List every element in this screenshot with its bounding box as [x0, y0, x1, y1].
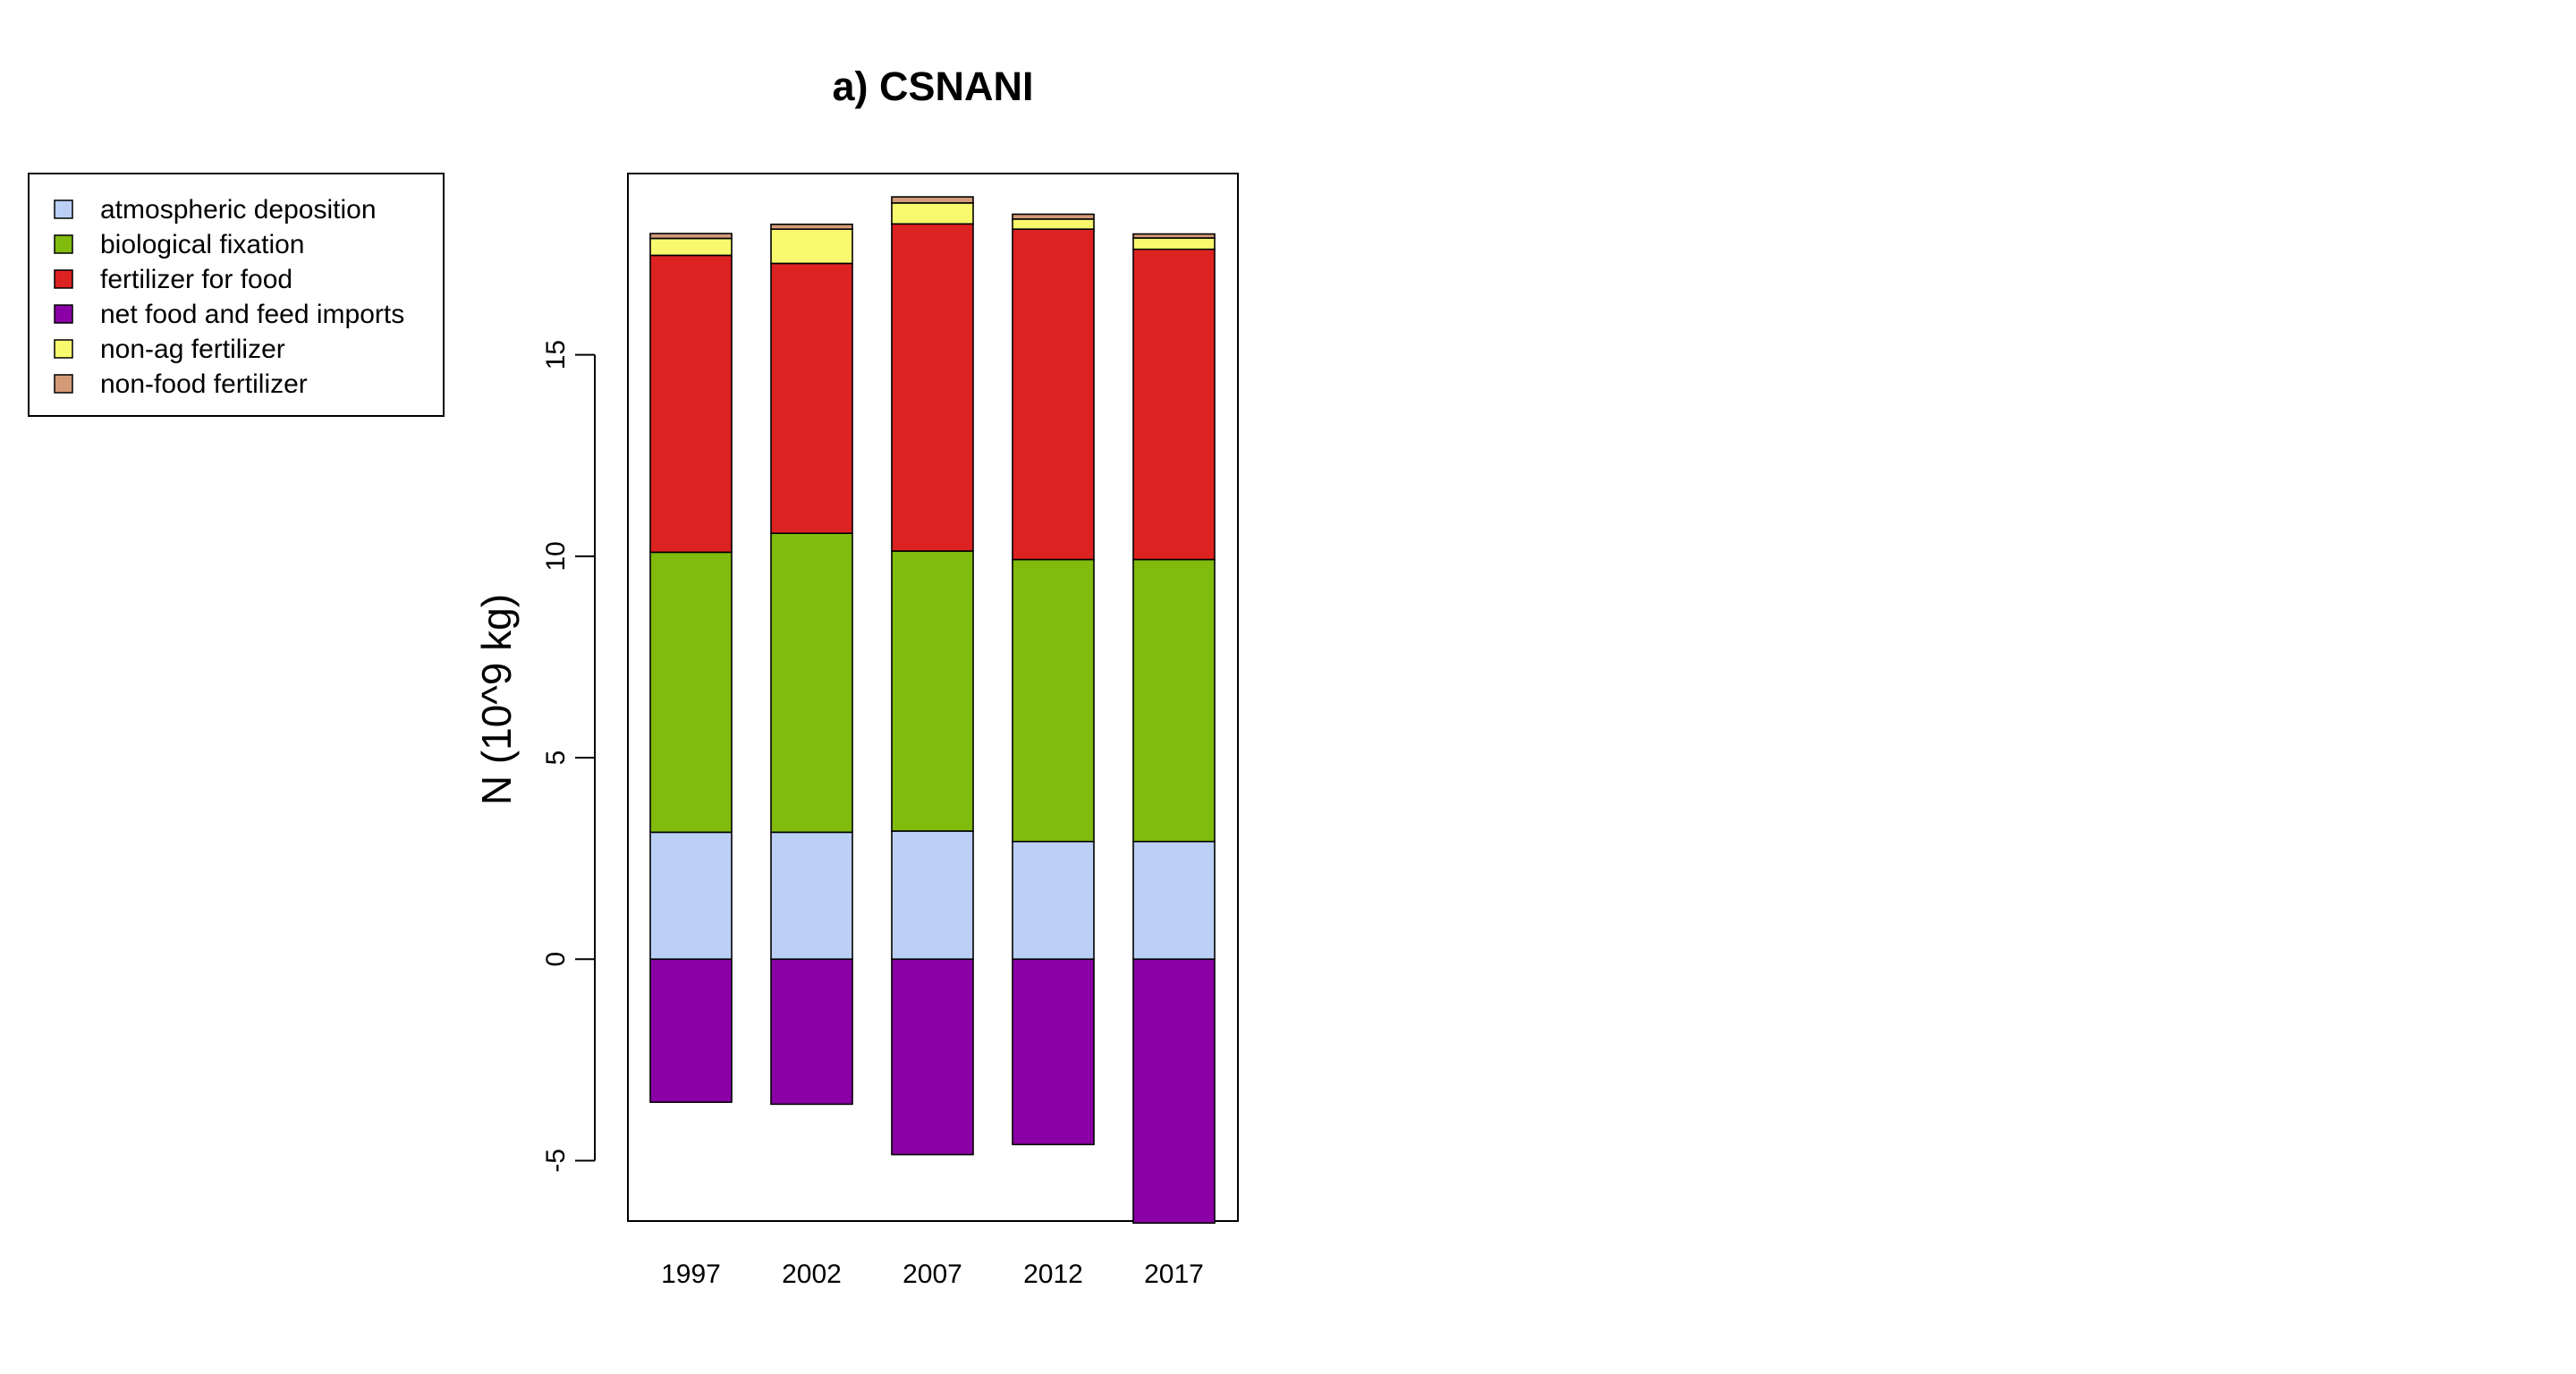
legend-label: net food and feed imports	[100, 300, 404, 329]
legend-swatch	[54, 269, 73, 289]
bar-segment	[891, 202, 974, 225]
legend-label: non-food fertilizer	[100, 369, 308, 399]
y-axis: -5 0 5 10 15	[541, 340, 596, 1173]
bar-segment	[891, 550, 974, 832]
bar-segment	[1132, 248, 1216, 561]
x-tick-label: 2002	[782, 1260, 842, 1289]
bar-segment	[1132, 840, 1216, 961]
bar-segment	[891, 196, 974, 204]
bar-segment-negative	[1012, 958, 1095, 1146]
bar-segment-negative	[891, 958, 974, 1156]
bar-segment	[1132, 237, 1216, 250]
bars-layer	[649, 196, 1216, 1225]
plot-frame	[627, 173, 1239, 1222]
bar-segment-negative	[1132, 958, 1216, 1225]
legend-frame	[28, 173, 445, 417]
bar-segment	[1012, 558, 1095, 843]
bar-segment	[891, 830, 974, 961]
legend-swatch	[54, 374, 73, 394]
x-axis: 1997 2002 2007 2012 2017	[661, 1260, 1204, 1289]
bar-segment	[1132, 558, 1216, 843]
bar-segment	[1012, 228, 1095, 561]
bar-segment-negative	[770, 958, 853, 1106]
bar-segment	[1012, 213, 1095, 220]
bar-segment	[770, 228, 853, 265]
y-tick-label: 10	[541, 541, 571, 571]
bar-segment	[770, 223, 853, 230]
bar-segment	[649, 551, 733, 834]
legend-swatch	[54, 304, 73, 324]
y-tick-label: -5	[541, 1149, 571, 1173]
y-axis-label: N (10^9 kg)	[473, 594, 520, 805]
legend: atmospheric deposition biological fixatio…	[28, 173, 445, 417]
bar-segment	[649, 237, 733, 257]
y-tick-label: 15	[541, 340, 571, 369]
bar-segment	[649, 254, 733, 554]
y-tick-label: 0	[541, 952, 571, 967]
legend-items: atmospheric deposition biological fixatio…	[54, 195, 404, 399]
bar-segment	[1012, 218, 1095, 230]
x-tick-label: 2017	[1144, 1260, 1204, 1289]
bar-segment	[770, 831, 853, 961]
chart-title: a) CSNANI	[832, 64, 1033, 109]
x-tick-label: 1997	[661, 1260, 721, 1289]
legend-label: atmospheric deposition	[100, 195, 377, 225]
bar-segment	[770, 262, 853, 534]
bar-segment	[770, 532, 853, 834]
legend-swatch	[54, 234, 73, 254]
legend-swatch	[54, 199, 73, 219]
bar-segment	[649, 233, 733, 240]
bar-segment	[1132, 233, 1216, 239]
bar-segment	[891, 223, 974, 552]
legend-swatch	[54, 339, 73, 359]
bar-segment	[1012, 840, 1095, 961]
legend-label: non-ag fertilizer	[100, 335, 285, 364]
bar-segment	[649, 831, 733, 961]
legend-label: fertilizer for food	[100, 265, 292, 294]
y-tick-label: 5	[541, 751, 571, 766]
x-tick-label: 2012	[1023, 1260, 1083, 1289]
legend-label: biological fixation	[100, 230, 304, 259]
bar-segment-negative	[649, 958, 733, 1103]
x-tick-label: 2007	[902, 1260, 962, 1289]
